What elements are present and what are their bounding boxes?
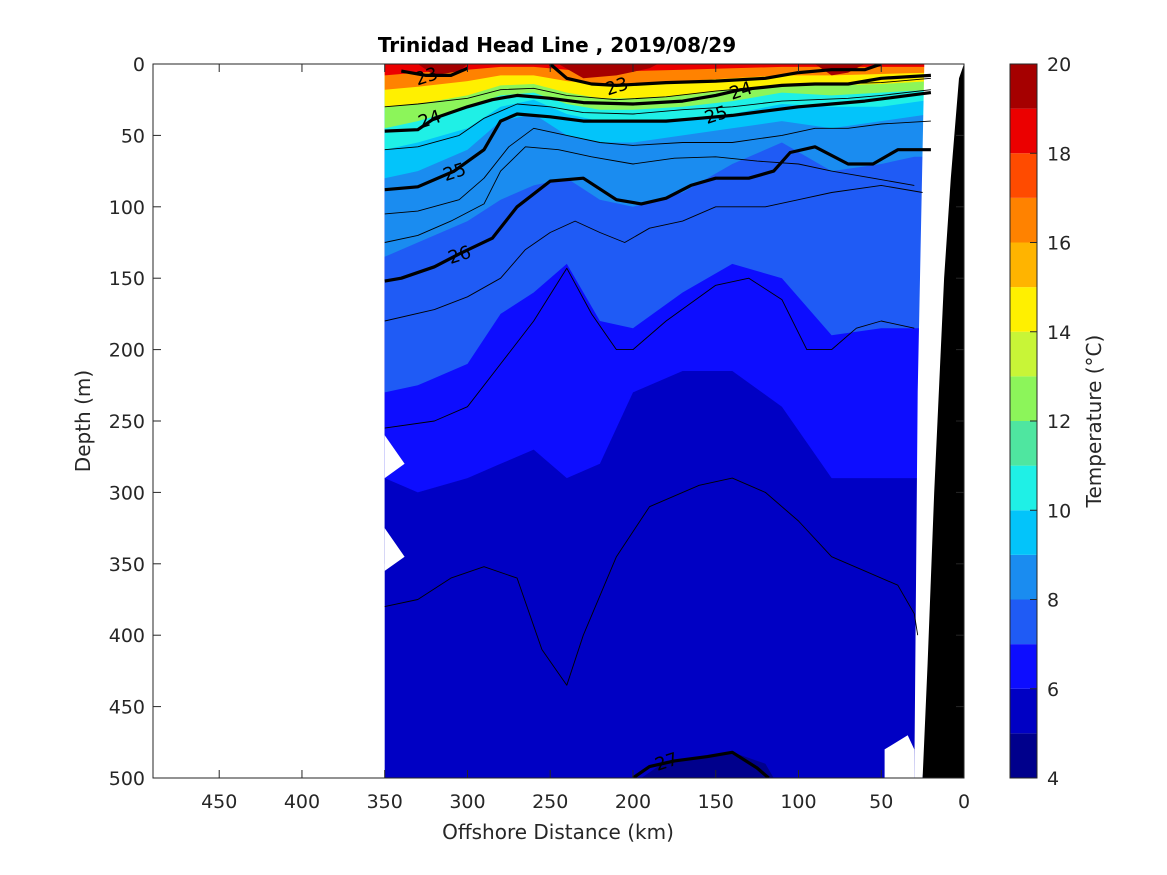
contour-line-thin-14 <box>384 146 915 243</box>
colorbar-swatch-10 <box>1010 465 1037 511</box>
y-tick-label: 150 <box>109 268 145 290</box>
contour-line-thin-13 <box>384 120 931 215</box>
colorbar-swatch-14 <box>1010 287 1037 332</box>
chart-title: Trinidad Head Line , 2019/08/29 <box>378 33 736 57</box>
nodata-notch-2 <box>884 735 915 778</box>
seafloor-shelf <box>922 64 964 778</box>
contour-line-7 <box>632 750 770 778</box>
colorbar-ticks: 4 6 8 10 12 14 16 18 20 <box>1030 54 1071 790</box>
colorbar-swatch-11 <box>1010 421 1037 466</box>
contour-line-thin-12 <box>384 89 931 151</box>
nodata-notch-1 <box>384 528 405 571</box>
x-axis-ticks: 450 400 350 300 250 200 150 100 50 0 <box>201 64 970 813</box>
colorbar-tick-label: 16 <box>1047 233 1071 255</box>
bottom-topography <box>922 64 964 778</box>
y-axis-label: Depth (m) <box>71 370 95 472</box>
temp-layer-18 <box>384 64 931 76</box>
y-tick-label: 0 <box>133 54 145 76</box>
x-tick-label: 450 <box>201 791 237 813</box>
colorbar-swatch-7 <box>1010 599 1037 645</box>
colorbar-swatch-18 <box>1010 108 1037 154</box>
colorbar-tick-label: 14 <box>1047 322 1071 344</box>
temp-layer-16 <box>384 64 931 90</box>
x-tick-label: 50 <box>869 791 893 813</box>
colorbar-swatch-12 <box>1010 376 1037 421</box>
colorbar-swatch-5 <box>1010 688 1037 734</box>
contour-line-6 <box>384 145 931 283</box>
contour-line-thin-11 <box>384 77 931 108</box>
y-tick-label: 300 <box>109 482 145 504</box>
y-axis-ticks: 0 50 100 150 200 250 300 350 400 450 500 <box>109 54 964 790</box>
contour-line-0 <box>401 66 469 78</box>
colorbar-tick-label: 4 <box>1047 768 1059 790</box>
contour-line-thin-10 <box>384 477 919 686</box>
y-tick-label: 500 <box>109 768 145 790</box>
colorbar-swatch-16 <box>1010 197 1037 243</box>
y-tick-label: 250 <box>109 411 145 433</box>
contour-line-1 <box>549 64 882 88</box>
colorbar-swatch-17 <box>1010 153 1037 198</box>
colorbar-swatch-8 <box>1010 554 1037 600</box>
x-tick-label: 200 <box>615 791 651 813</box>
x-tick-label: 150 <box>698 791 734 813</box>
colorbar-swatch-13 <box>1010 331 1037 377</box>
colorbar-swatch-6 <box>1010 644 1037 689</box>
temp-patch-0 <box>417 64 468 76</box>
colorbar-tick-label: 10 <box>1047 500 1071 522</box>
x-axis-label: Offshore Distance (km) <box>442 820 674 844</box>
y-tick-label: 50 <box>121 125 145 147</box>
colorbar <box>1010 64 1037 778</box>
nodata-notch-0 <box>384 435 405 479</box>
contour-line-thin-8 <box>384 184 923 322</box>
contour-line-4 <box>384 91 932 192</box>
colorbar-tick-label: 8 <box>1047 590 1059 612</box>
colorbar-swatch-15 <box>1010 242 1037 288</box>
colorbar-swatch-4 <box>1010 733 1037 778</box>
colorbar-tick-label: 6 <box>1047 679 1059 701</box>
y-tick-label: 450 <box>109 697 145 719</box>
x-tick-label: 250 <box>532 791 568 813</box>
temperature-fill-layers <box>384 64 931 778</box>
colorbar-tick-label: 18 <box>1047 143 1071 165</box>
nodata-nearshore <box>914 64 958 778</box>
contour-line-thin-9 <box>384 267 915 429</box>
x-tick-label: 400 <box>284 791 320 813</box>
y-tick-label: 350 <box>109 554 145 576</box>
isopycnal-contours <box>384 64 932 778</box>
y-tick-label: 400 <box>109 625 145 647</box>
x-tick-label: 300 <box>449 791 485 813</box>
colorbar-swatch-19 <box>1010 64 1037 109</box>
x-tick-label: 350 <box>367 791 403 813</box>
colorbar-tick-label: 20 <box>1047 54 1071 76</box>
colorbar-label: Temperature (°C) <box>1082 335 1106 509</box>
y-tick-label: 200 <box>109 340 145 362</box>
nodata-offshore <box>153 64 384 778</box>
x-tick-label: 0 <box>958 791 970 813</box>
x-tick-label: 100 <box>780 791 816 813</box>
y-tick-label: 100 <box>109 197 145 219</box>
colorbar-tick-label: 12 <box>1047 411 1071 433</box>
nodata-notches <box>153 64 958 778</box>
colorbar-swatch-9 <box>1010 510 1037 555</box>
